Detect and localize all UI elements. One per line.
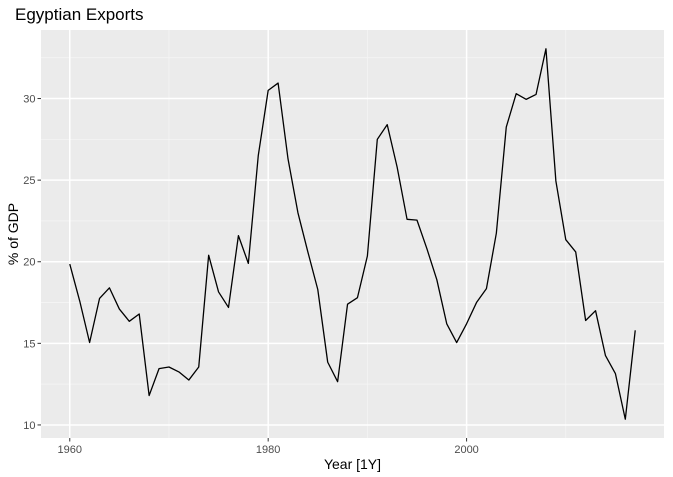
data-point [554, 179, 557, 182]
x-tick-label: 1980 [256, 444, 280, 456]
data-point [78, 299, 81, 302]
data-point [525, 98, 528, 101]
data-point [406, 218, 409, 221]
series-line [69, 48, 636, 420]
data-point [415, 219, 418, 222]
axis-ticks [37, 98, 468, 442]
data-point [485, 287, 488, 290]
data-point [396, 166, 399, 169]
data-point [197, 366, 200, 369]
data-point [267, 89, 270, 92]
data-point [88, 341, 91, 344]
data-point [584, 319, 587, 322]
data-point [544, 47, 547, 50]
data-point [495, 232, 498, 235]
data-point [326, 361, 329, 364]
data-point [386, 123, 389, 126]
data-point [316, 288, 319, 291]
x-tick-label: 1960 [58, 444, 82, 456]
y-tick-label: 10 [23, 420, 35, 432]
data-point [158, 367, 161, 370]
data-point [68, 263, 71, 266]
data-point [257, 154, 260, 157]
data-point [167, 366, 170, 369]
data-point [287, 157, 290, 160]
data-point [564, 238, 567, 241]
chart-title: Egyptian Exports [15, 5, 144, 24]
data-point [108, 286, 111, 289]
y-tick-label: 20 [23, 257, 35, 269]
data-point [98, 297, 101, 300]
data-point [118, 308, 121, 311]
y-tick-label: 15 [23, 338, 35, 350]
y-tick-label: 30 [23, 94, 35, 106]
data-point [148, 394, 151, 397]
data-point [624, 418, 627, 421]
y-axis-tick-labels: 10 15 20 25 30 [23, 94, 35, 432]
data-point [187, 379, 190, 382]
data-point [376, 138, 379, 141]
data-point [435, 278, 438, 281]
data-point [425, 247, 428, 250]
data-point [465, 322, 468, 325]
x-axis-tick-labels: 1960 1980 2000 [58, 444, 479, 456]
data-point [277, 82, 280, 85]
major-gridlines [41, 30, 664, 438]
data-point [128, 320, 131, 323]
data-point [455, 341, 458, 344]
data-point [237, 234, 240, 237]
data-point [296, 211, 299, 214]
data-point [217, 290, 220, 293]
data-point [515, 92, 518, 95]
data-point [356, 296, 359, 299]
data-point [634, 329, 637, 332]
data-point [574, 250, 577, 253]
data-point [336, 380, 339, 383]
data-point [614, 372, 617, 375]
y-axis-title: % of GDP [5, 203, 21, 265]
data-point [535, 93, 538, 96]
data-point [475, 301, 478, 304]
data-point [306, 250, 309, 253]
x-axis-title: Year [1Y] [324, 456, 381, 472]
data-point [227, 306, 230, 309]
data-point [505, 126, 508, 129]
data-point [177, 370, 180, 373]
x-tick-label: 2000 [454, 444, 478, 456]
data-point [207, 254, 210, 257]
data-point [445, 322, 448, 325]
data-point [346, 303, 349, 306]
y-tick-label: 25 [23, 175, 35, 187]
data-point [366, 255, 369, 258]
data-point [604, 354, 607, 357]
plot-panel [41, 30, 664, 438]
data-point [594, 309, 597, 312]
data-point [247, 262, 250, 265]
data-point [138, 312, 141, 315]
